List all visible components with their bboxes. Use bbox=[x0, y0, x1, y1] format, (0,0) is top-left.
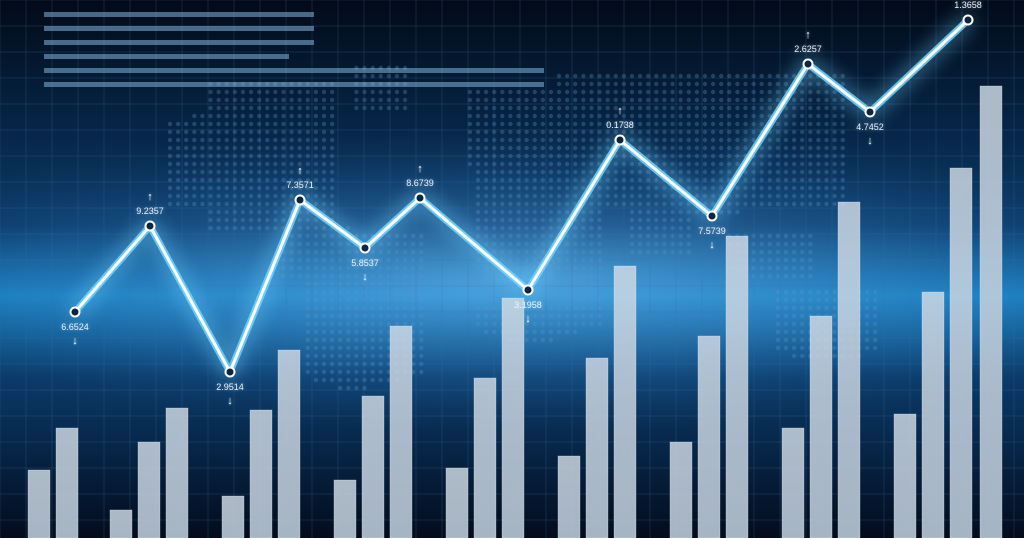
bar bbox=[922, 292, 944, 538]
line-marker bbox=[296, 196, 305, 205]
bar bbox=[250, 410, 272, 538]
bar bbox=[222, 496, 244, 538]
line-marker bbox=[524, 286, 533, 295]
bar bbox=[446, 468, 468, 538]
bar bbox=[950, 168, 972, 538]
header-bar bbox=[44, 26, 314, 31]
line-marker bbox=[416, 194, 425, 203]
line-marker bbox=[866, 108, 875, 117]
header-bar bbox=[44, 82, 544, 87]
bar bbox=[138, 442, 160, 538]
chart-svg bbox=[0, 0, 1024, 538]
bar bbox=[110, 510, 132, 538]
bar bbox=[980, 86, 1002, 538]
bar bbox=[56, 428, 78, 538]
bar bbox=[362, 396, 384, 538]
line-marker bbox=[964, 16, 973, 25]
bar bbox=[838, 202, 860, 538]
bar bbox=[894, 414, 916, 538]
line-marker bbox=[71, 308, 80, 317]
bar bbox=[28, 470, 50, 538]
bar bbox=[166, 408, 188, 538]
line-marker bbox=[361, 244, 370, 253]
header-bar bbox=[44, 40, 314, 45]
bar bbox=[278, 350, 300, 538]
header-bar bbox=[44, 68, 544, 73]
line-marker bbox=[146, 222, 155, 231]
bar bbox=[670, 442, 692, 538]
line-marker bbox=[804, 60, 813, 69]
header-bar bbox=[44, 54, 289, 59]
bar bbox=[586, 358, 608, 538]
header-bar bbox=[44, 12, 314, 17]
line-marker bbox=[708, 212, 717, 221]
line-marker bbox=[226, 368, 235, 377]
bar bbox=[810, 316, 832, 538]
chart-stage: 6.6524↓↑9.23572.9514↓↑7.35715.8537↓↑8.67… bbox=[0, 0, 1024, 538]
bar bbox=[390, 326, 412, 538]
bar bbox=[474, 378, 496, 538]
bar bbox=[502, 298, 524, 538]
bar bbox=[334, 480, 356, 538]
bar bbox=[558, 456, 580, 538]
bar bbox=[614, 266, 636, 538]
bar bbox=[698, 336, 720, 538]
line-marker bbox=[616, 136, 625, 145]
bar bbox=[782, 428, 804, 538]
bar bbox=[726, 236, 748, 538]
